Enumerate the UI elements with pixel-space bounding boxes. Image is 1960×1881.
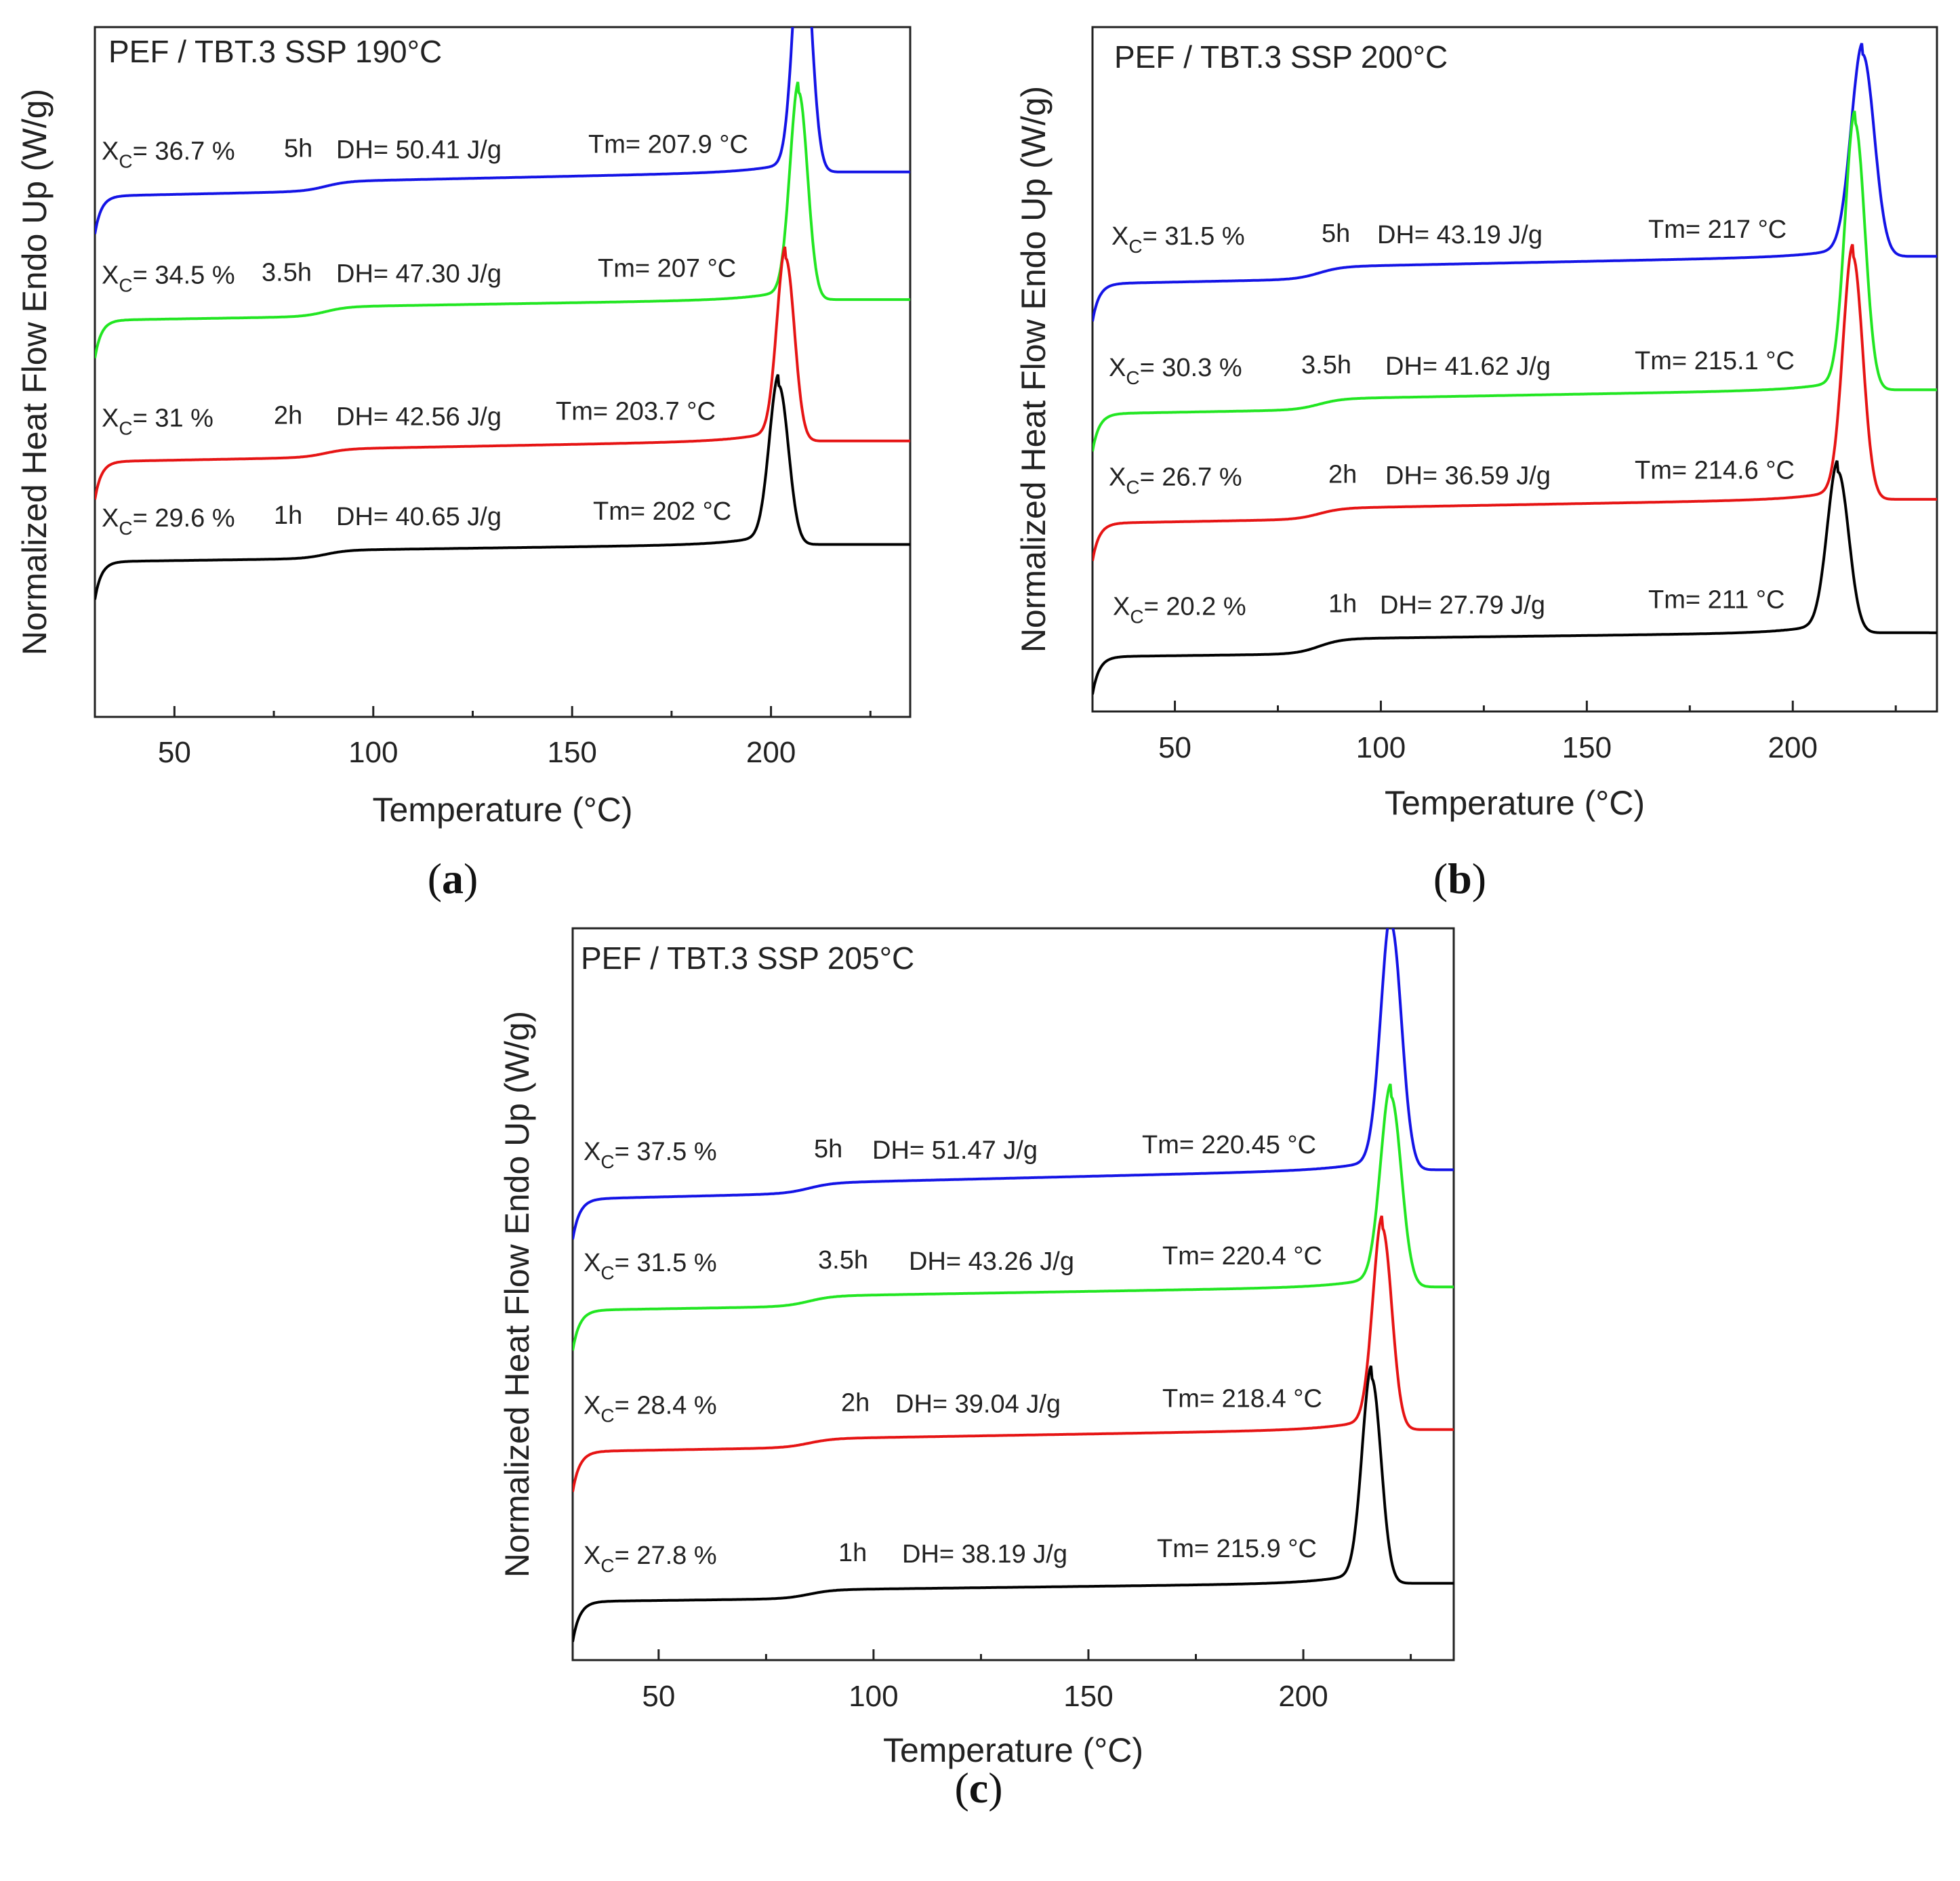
tm-annotation: Tm= 215.1 °C bbox=[1635, 347, 1795, 375]
xc-annotation: XC= 37.5 % bbox=[584, 1138, 717, 1172]
xc-annotation: XC= 26.7 % bbox=[1109, 463, 1242, 498]
dh-annotation: DH= 36.59 J/g bbox=[1385, 462, 1551, 491]
x-tick-label: 150 bbox=[1063, 1680, 1113, 1713]
y-axis-label: Normalized Heat Flow Endo Up (W/g) bbox=[498, 1011, 536, 1577]
chart-title: PEF / TBT.3 SSP 200°C bbox=[1114, 39, 1448, 75]
dh-annotation: DH= 42.56 J/g bbox=[336, 402, 502, 431]
series-line-1h bbox=[95, 374, 910, 600]
tm-annotation: Tm= 220.45 °C bbox=[1142, 1131, 1316, 1159]
dh-annotation: DH= 38.19 J/g bbox=[902, 1540, 1067, 1569]
time-annotation: 1h bbox=[1328, 590, 1357, 619]
tm-annotation: Tm= 203.7 °C bbox=[556, 397, 716, 426]
time-annotation: 2h bbox=[1328, 461, 1357, 489]
plot-frame bbox=[571, 927, 1455, 1661]
dh-annotation: DH= 43.26 J/g bbox=[909, 1247, 1074, 1276]
series-line-2h bbox=[1093, 243, 1937, 562]
tm-annotation: Tm= 207.9 °C bbox=[588, 130, 748, 159]
tm-annotation: Tm= 215.9 °C bbox=[1157, 1535, 1317, 1563]
y-axis-label: Normalized Heat Flow Endo Up (W/g) bbox=[1015, 86, 1053, 653]
time-annotation: 2h bbox=[841, 1389, 870, 1418]
x-tick-label: 200 bbox=[746, 736, 796, 769]
time-annotation: 3.5h bbox=[818, 1246, 868, 1275]
xc-annotation: XC= 36.7 % bbox=[102, 137, 235, 171]
chart-title: PEF / TBT.3 SSP 205°C bbox=[581, 940, 914, 976]
panel-label-c: (c) bbox=[954, 1764, 1002, 1812]
xc-annotation: XC= 29.6 % bbox=[102, 504, 235, 539]
series-line-3_5h bbox=[573, 1083, 1454, 1351]
x-axis-label: Temperature (°C) bbox=[883, 1731, 1143, 1769]
xc-annotation: XC= 27.8 % bbox=[584, 1542, 717, 1576]
x-tick-label: 100 bbox=[849, 1680, 898, 1713]
x-tick-label: 50 bbox=[1158, 731, 1191, 764]
series-line-5h bbox=[1093, 43, 1937, 322]
series-line-3_5h bbox=[1093, 110, 1937, 452]
plot-frame bbox=[94, 26, 912, 718]
xc-annotation: XC= 31.5 % bbox=[1111, 222, 1245, 257]
dh-annotation: DH= 43.19 J/g bbox=[1377, 221, 1543, 249]
x-tick-label: 50 bbox=[642, 1680, 675, 1713]
x-tick-label: 150 bbox=[1562, 731, 1612, 764]
xc-annotation: XC= 31 % bbox=[102, 404, 213, 438]
dh-annotation: DH= 27.79 J/g bbox=[1380, 592, 1545, 620]
series-line-2h bbox=[95, 246, 910, 500]
series-line-1h bbox=[573, 1365, 1454, 1642]
time-annotation: 5h bbox=[814, 1135, 842, 1163]
chart-panel-a: 50 100 150 200 Temperature (°C) Normalized He… bbox=[16, 26, 912, 829]
xc-annotation: XC= 20.2 % bbox=[1113, 593, 1246, 627]
series-line-1h bbox=[1093, 460, 1937, 695]
xc-annotation: XC= 28.4 % bbox=[584, 1392, 717, 1426]
time-annotation: 3.5h bbox=[1301, 351, 1351, 379]
tm-annotation: Tm= 218.4 °C bbox=[1162, 1385, 1322, 1413]
time-annotation: 3.5h bbox=[262, 259, 312, 287]
series-line-5h bbox=[573, 928, 1454, 1240]
x-tick-label: 50 bbox=[158, 736, 191, 769]
y-axis-label: Normalized Heat Flow Endo Up (W/g) bbox=[16, 89, 54, 655]
time-annotation: 5h bbox=[284, 134, 312, 163]
dh-annotation: DH= 47.30 J/g bbox=[336, 260, 502, 289]
tm-annotation: Tm= 202 °C bbox=[593, 497, 731, 526]
x-axis-label: Temperature (°C) bbox=[1385, 784, 1645, 822]
time-annotation: 5h bbox=[1322, 220, 1350, 248]
chart-panel-c: 50 100 150 200 Temperature (°C) Normalized He… bbox=[498, 927, 1455, 1769]
dh-annotation: DH= 41.62 J/g bbox=[1385, 352, 1551, 381]
tm-annotation: Tm= 211 °C bbox=[1648, 586, 1784, 615]
tm-annotation: Tm= 217 °C bbox=[1648, 215, 1787, 244]
tm-annotation: Tm= 214.6 °C bbox=[1635, 457, 1795, 485]
xc-annotation: XC= 31.5 % bbox=[584, 1249, 717, 1283]
xc-annotation: XC= 34.5 % bbox=[102, 262, 235, 296]
x-tick-label: 100 bbox=[1356, 731, 1406, 764]
x-tick-label: 150 bbox=[547, 736, 596, 769]
series-line-2h bbox=[573, 1215, 1454, 1492]
x-tick-label: 200 bbox=[1768, 731, 1818, 764]
dh-annotation: DH= 51.47 J/g bbox=[872, 1136, 1038, 1165]
panel-label-b: (b) bbox=[1433, 854, 1486, 903]
x-tick-label: 200 bbox=[1278, 1680, 1328, 1713]
xc-annotation: XC= 30.3 % bbox=[1109, 354, 1242, 388]
dh-annotation: DH= 40.65 J/g bbox=[336, 503, 502, 531]
tm-annotation: Tm= 207 °C bbox=[598, 255, 736, 283]
chart-panel-b: 50 100 150 200 Temperature (°C) Normalized He… bbox=[1015, 26, 1938, 822]
panel-label-a: (a) bbox=[428, 854, 478, 903]
plot-frame bbox=[1091, 26, 1938, 713]
tm-annotation: Tm= 220.4 °C bbox=[1162, 1242, 1322, 1270]
time-annotation: 2h bbox=[274, 401, 302, 430]
dh-annotation: DH= 39.04 J/g bbox=[895, 1390, 1061, 1419]
chart-title: PEF / TBT.3 SSP 190°C bbox=[108, 34, 442, 69]
time-annotation: 1h bbox=[838, 1539, 867, 1567]
x-tick-label: 100 bbox=[348, 736, 398, 769]
time-annotation: 1h bbox=[274, 501, 302, 530]
series-line-3_5h bbox=[95, 81, 910, 358]
x-axis-label: Temperature (°C) bbox=[373, 791, 633, 829]
dh-annotation: DH= 50.41 J/g bbox=[336, 136, 502, 164]
series-line-5h bbox=[95, 27, 910, 234]
